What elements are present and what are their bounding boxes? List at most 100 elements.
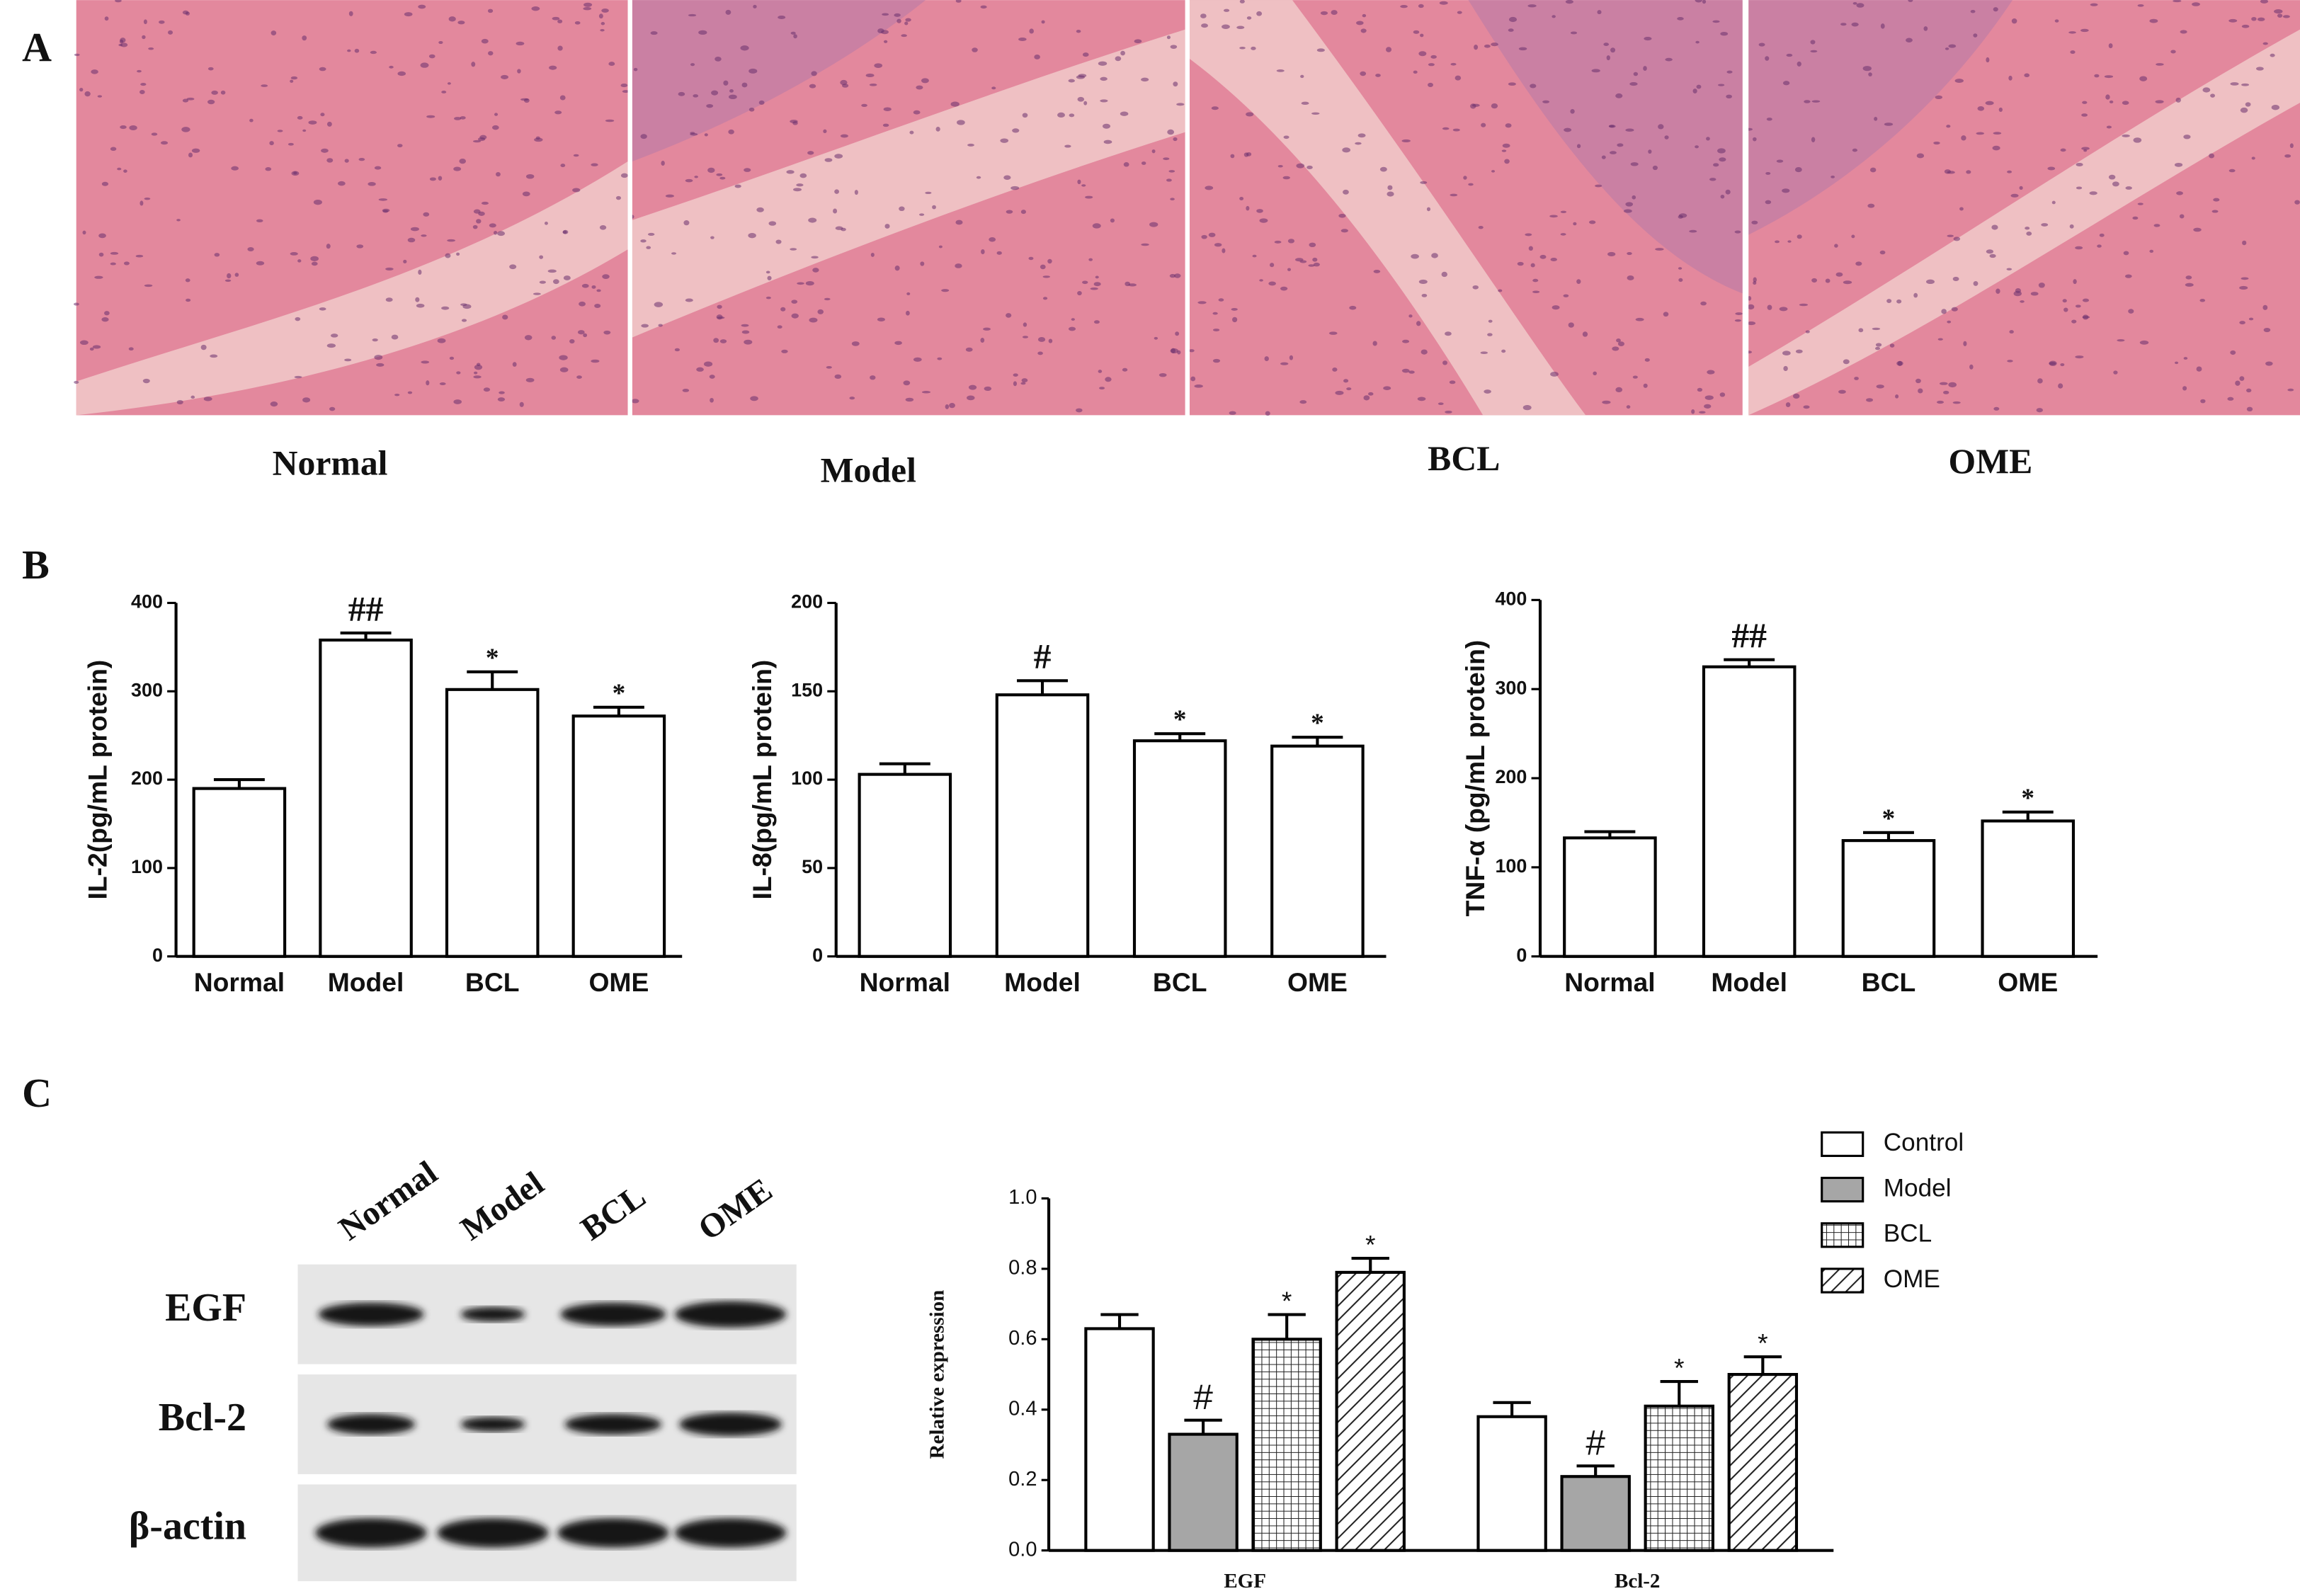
nucleus [1799, 303, 1809, 307]
tissue-dense [1748, 0, 2012, 235]
nucleus [1706, 137, 1710, 141]
legend-swatch [1821, 1222, 1865, 1248]
nucleus [326, 121, 332, 127]
nucleus [631, 399, 639, 404]
nucleus [706, 103, 714, 108]
nucleus [1028, 256, 1034, 261]
nucleus [1299, 400, 1307, 404]
nucleus [1785, 402, 1791, 408]
nucleus [563, 275, 571, 280]
nucleus [2108, 174, 2116, 180]
nucleus [1012, 128, 1020, 133]
nucleus [1102, 123, 1111, 129]
nucleus [1418, 51, 1427, 57]
y-tick-label: 150 [791, 679, 823, 700]
nucleus [1346, 387, 1352, 391]
nucleus [302, 129, 307, 132]
nucleus [569, 338, 575, 344]
nucleus [497, 397, 506, 402]
nucleus [1360, 28, 1367, 33]
nucleus [207, 99, 215, 105]
nucleus [457, 21, 465, 25]
significance-label: * [1282, 1286, 1292, 1316]
bar [858, 773, 952, 958]
nucleus [870, 375, 876, 380]
nucleus [1283, 135, 1290, 139]
nucleus [1082, 280, 1088, 285]
nucleus [598, 13, 603, 19]
nucleus [834, 189, 839, 194]
nucleus [1428, 63, 1435, 67]
nucleus [744, 168, 751, 172]
nucleus [1438, 402, 1444, 405]
nucleus [143, 19, 147, 25]
nucleus [2122, 101, 2129, 106]
nucleus [1151, 149, 1156, 154]
nucleus [601, 8, 609, 13]
nucleus [1678, 215, 1683, 219]
nucleus [901, 34, 907, 38]
nucleus [1042, 297, 1048, 300]
nucleus [2183, 135, 2191, 139]
nucleus [1085, 195, 1093, 199]
nucleus [741, 330, 750, 334]
nucleus [1212, 358, 1221, 363]
nucleus [291, 171, 300, 176]
nucleus [1718, 84, 1725, 86]
nucleus [1442, 127, 1450, 130]
nucleus [1908, 0, 1913, 2]
nucleus [2047, 166, 2056, 171]
nucleus [1626, 405, 1631, 409]
nucleus [1952, 401, 1961, 404]
nucleus [188, 152, 193, 158]
blot-band [674, 1518, 787, 1548]
nucleus [1000, 138, 1009, 143]
nucleus [744, 339, 753, 345]
nucleus [641, 324, 649, 328]
nucleus [1439, 1, 1448, 5]
blot-row-label: Bcl-2 [159, 1396, 246, 1440]
nucleus [1280, 286, 1288, 291]
lane-label: Model [454, 1165, 550, 1248]
nucleus [1627, 252, 1632, 256]
chart: 0 50 100 150 200 IL-8(pg/mL protein) Normal Mod… [747, 591, 1387, 997]
nucleus [1071, 318, 1075, 321]
nucleus [2058, 383, 2063, 389]
nucleus [851, 341, 860, 346]
nucleus [151, 132, 158, 136]
nucleus [1530, 263, 1535, 268]
nucleus [1491, 170, 1496, 173]
nucleus [489, 223, 496, 228]
nucleus [330, 334, 338, 338]
nucleus [123, 261, 130, 266]
nucleus [817, 309, 824, 314]
nucleus [473, 209, 481, 214]
nucleus [1941, 309, 1947, 314]
nucleus [1034, 55, 1040, 59]
nucleus [1128, 283, 1137, 287]
nucleus [894, 266, 900, 271]
nucleus [2289, 143, 2294, 149]
nucleus [1201, 23, 1208, 28]
nucleus [1306, 165, 1313, 169]
nucleus [92, 345, 101, 349]
nucleus [270, 401, 278, 407]
nucleus [98, 233, 106, 239]
nucleus [2105, 94, 2110, 100]
nucleus [1022, 336, 1029, 338]
nucleus [110, 251, 119, 255]
nucleus [1843, 359, 1850, 365]
nucleus [1797, 61, 1801, 67]
nucleus [1312, 257, 1318, 262]
nucleus [1948, 44, 1957, 48]
nucleus [2106, 125, 2112, 129]
panel-label: A [22, 24, 52, 70]
nucleus [781, 349, 788, 353]
nucleus [884, 224, 890, 229]
nucleus [983, 327, 991, 331]
nucleus [768, 221, 777, 226]
nucleus [1277, 164, 1283, 168]
nucleus [1313, 262, 1320, 267]
nucleus [1643, 383, 1648, 388]
